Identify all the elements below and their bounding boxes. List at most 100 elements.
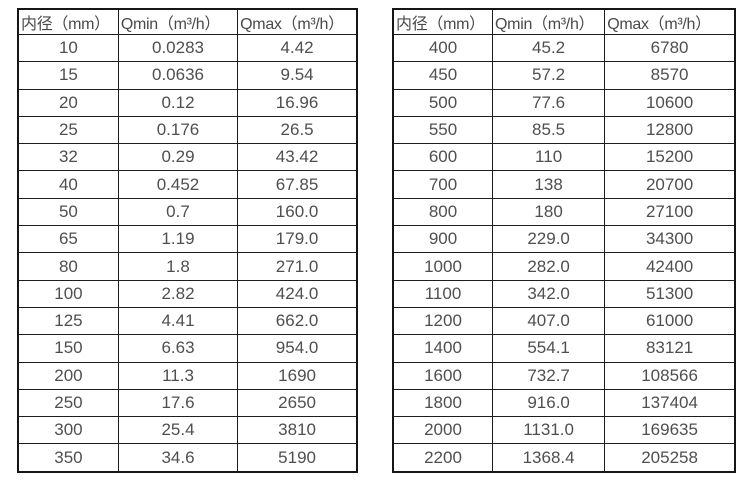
table-cell: 900	[392, 225, 494, 254]
table-cell: 600	[392, 143, 494, 172]
table-cell: 1800	[392, 388, 494, 418]
table-cell: 2.82	[117, 279, 239, 308]
table-cell: 8570	[604, 61, 736, 90]
flow-range-table-small-diameters: 内径（mm） Qmin（m³/h） Qmax（m³/h） 10 0.0283 4.42 1…	[17, 8, 358, 473]
table-cell: 43.42	[237, 143, 358, 172]
table-cell: 61000	[604, 306, 736, 336]
table-cell: 2650	[237, 388, 358, 418]
table-cell: 2000	[392, 416, 494, 445]
table-cell: 32	[17, 143, 119, 172]
table-cell: 1.8	[117, 252, 239, 281]
table-cell: 200	[17, 361, 119, 390]
table-cell: 150	[17, 334, 119, 363]
table-cell: 400	[392, 33, 494, 63]
table-cell: 0.12	[117, 88, 239, 117]
table-cell: 25.4	[117, 416, 239, 445]
header-row: 内径（mm） Qmin（m³/h） Qmax（m³/h）	[392, 8, 736, 35]
table-cell: 6.63	[117, 334, 239, 363]
table-cell: 0.7	[117, 197, 239, 227]
table-cell: 17.6	[117, 388, 239, 418]
table-cell: 5190	[237, 443, 358, 473]
table-cell: 80	[17, 252, 119, 281]
table-cell: 110	[492, 143, 606, 172]
table-cell: 229.0	[492, 225, 606, 254]
table-cell: 25	[17, 115, 119, 145]
table-cell: 34.6	[117, 443, 239, 473]
table-cell: 16.96	[237, 88, 358, 117]
table-row: 32 0.29 43.42	[17, 143, 358, 172]
table-cell: 662.0	[237, 306, 358, 336]
table-row: 50 0.7 160.0	[17, 197, 358, 227]
table-row: 900 229.0 34300	[392, 225, 736, 254]
table-cell: 65	[17, 225, 119, 254]
table-row: 1400 554.1 83121	[392, 334, 736, 363]
table-cell: 916.0	[492, 388, 606, 418]
table-cell: 20700	[604, 170, 736, 199]
table-cell: 179.0	[237, 225, 358, 254]
table-row: 100 2.82 424.0	[17, 279, 358, 308]
table-cell: 1000	[392, 252, 494, 281]
table-cell: 42400	[604, 252, 736, 281]
table-row: 20 0.12 16.96	[17, 88, 358, 117]
table-cell: 15	[17, 61, 119, 90]
table-row: 800 180 27100	[392, 197, 736, 227]
table-cell: 51300	[604, 279, 736, 308]
table-row: 10 0.0283 4.42	[17, 33, 358, 63]
table-row: 1800 916.0 137404	[392, 388, 736, 418]
table-cell: 85.5	[492, 115, 606, 145]
column-header-0: 内径（mm）	[17, 8, 119, 35]
table-cell: 0.176	[117, 115, 239, 145]
table-cell: 1.19	[117, 225, 239, 254]
table-cell: 250	[17, 388, 119, 418]
table-cell: 10600	[604, 88, 736, 117]
table-cell: 40	[17, 170, 119, 199]
table-cell: 342.0	[492, 279, 606, 308]
table-cell: 2200	[392, 443, 494, 473]
table-cell: 125	[17, 306, 119, 336]
column-header-2: Qmax（m³/h）	[237, 8, 358, 35]
table-cell: 1400	[392, 334, 494, 363]
table-cell: 3810	[237, 416, 358, 445]
flow-range-table-large-diameters: 内径（mm） Qmin（m³/h） Qmax（m³/h） 400 45.2 6780 45…	[392, 8, 736, 473]
table-row: 1600 732.7 108566	[392, 361, 736, 390]
table-cell: 550	[392, 115, 494, 145]
table-cell: 500	[392, 88, 494, 117]
table-cell: 1200	[392, 306, 494, 336]
table-row: 250 17.6 2650	[17, 388, 358, 418]
table-cell: 169635	[604, 416, 736, 445]
table-cell: 6780	[604, 33, 736, 63]
table-cell: 282.0	[492, 252, 606, 281]
table-row: 600 110 15200	[392, 143, 736, 172]
table-cell: 100	[17, 279, 119, 308]
table-cell: 26.5	[237, 115, 358, 145]
table-row: 700 138 20700	[392, 170, 736, 199]
table-row: 2200 1368.4 205258	[392, 443, 736, 473]
table-cell: 350	[17, 443, 119, 473]
table-row: 125 4.41 662.0	[17, 306, 358, 336]
table-cell: 160.0	[237, 197, 358, 227]
table-cell: 554.1	[492, 334, 606, 363]
table-row: 2000 1131.0 169635	[392, 416, 736, 445]
column-header-1: Qmin（m³/h）	[492, 8, 606, 35]
table-cell: 1368.4	[492, 443, 606, 473]
table-cell: 9.54	[237, 61, 358, 90]
table-cell: 300	[17, 416, 119, 445]
table-cell: 205258	[604, 443, 736, 473]
table-cell: 0.0283	[117, 33, 239, 63]
table-cell: 1600	[392, 361, 494, 390]
table-cell: 108566	[604, 361, 736, 390]
column-header-2: Qmax（m³/h）	[604, 8, 736, 35]
table-row: 200 11.3 1690	[17, 361, 358, 390]
table-cell: 10	[17, 33, 119, 63]
header-row: 内径（mm） Qmin（m³/h） Qmax（m³/h）	[17, 8, 358, 35]
table-row: 450 57.2 8570	[392, 61, 736, 90]
table-row: 500 77.6 10600	[392, 88, 736, 117]
table-cell: 11.3	[117, 361, 239, 390]
table-row: 1100 342.0 51300	[392, 279, 736, 308]
table-cell: 45.2	[492, 33, 606, 63]
table-cell: 4.41	[117, 306, 239, 336]
table-cell: 1690	[237, 361, 358, 390]
table-cell: 700	[392, 170, 494, 199]
table-cell: 12800	[604, 115, 736, 145]
